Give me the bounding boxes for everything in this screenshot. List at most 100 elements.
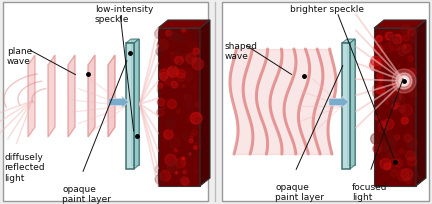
Circle shape: [408, 29, 415, 37]
Circle shape: [168, 68, 176, 76]
Circle shape: [157, 109, 164, 116]
Polygon shape: [374, 29, 416, 186]
Circle shape: [181, 161, 186, 166]
Circle shape: [389, 72, 394, 77]
Circle shape: [394, 135, 400, 140]
Polygon shape: [126, 44, 134, 169]
Circle shape: [186, 54, 197, 65]
Circle shape: [171, 82, 178, 89]
Circle shape: [175, 172, 178, 174]
Polygon shape: [342, 44, 350, 169]
Circle shape: [169, 30, 180, 41]
Circle shape: [192, 58, 196, 62]
Circle shape: [397, 82, 405, 90]
Circle shape: [194, 169, 198, 173]
Circle shape: [380, 159, 391, 170]
Circle shape: [155, 29, 165, 40]
Circle shape: [196, 118, 201, 124]
Circle shape: [183, 179, 190, 186]
Circle shape: [401, 118, 408, 124]
Circle shape: [388, 151, 397, 160]
Circle shape: [157, 99, 165, 106]
FancyBboxPatch shape: [3, 3, 208, 201]
Circle shape: [395, 103, 400, 107]
Polygon shape: [108, 56, 115, 137]
Circle shape: [372, 84, 383, 95]
FancyArrow shape: [109, 97, 129, 108]
Circle shape: [385, 33, 394, 41]
Circle shape: [155, 165, 164, 174]
Circle shape: [407, 69, 416, 78]
Circle shape: [384, 139, 397, 151]
Circle shape: [185, 120, 189, 123]
Circle shape: [168, 100, 176, 109]
Circle shape: [394, 159, 403, 167]
Text: opaque
paint layer: opaque paint layer: [62, 184, 111, 203]
Polygon shape: [350, 40, 355, 169]
Circle shape: [156, 48, 165, 57]
Circle shape: [191, 133, 194, 137]
Circle shape: [178, 63, 182, 68]
Circle shape: [393, 35, 402, 44]
Circle shape: [189, 139, 193, 143]
Circle shape: [164, 76, 174, 85]
Circle shape: [190, 136, 193, 139]
Circle shape: [168, 67, 178, 78]
Circle shape: [383, 146, 388, 151]
Circle shape: [371, 134, 381, 145]
Circle shape: [187, 151, 194, 158]
Circle shape: [404, 134, 412, 142]
FancyBboxPatch shape: [222, 3, 429, 201]
Text: opaque
paint layer: opaque paint layer: [275, 182, 324, 201]
Circle shape: [175, 57, 183, 65]
Circle shape: [172, 66, 174, 69]
Circle shape: [157, 40, 168, 51]
Circle shape: [390, 91, 402, 103]
Circle shape: [182, 85, 185, 88]
Circle shape: [165, 154, 176, 166]
Circle shape: [167, 162, 178, 173]
Circle shape: [381, 89, 387, 95]
Circle shape: [176, 101, 182, 107]
Circle shape: [392, 104, 397, 110]
Circle shape: [175, 48, 184, 56]
Circle shape: [385, 101, 389, 105]
Circle shape: [171, 53, 173, 55]
Polygon shape: [342, 40, 355, 44]
Circle shape: [164, 117, 174, 126]
Polygon shape: [126, 40, 139, 44]
Circle shape: [187, 140, 189, 143]
Circle shape: [397, 47, 407, 56]
Circle shape: [389, 34, 395, 40]
Circle shape: [155, 174, 165, 184]
Circle shape: [164, 130, 173, 139]
Circle shape: [182, 30, 185, 33]
Circle shape: [191, 31, 202, 43]
Circle shape: [398, 84, 400, 86]
Circle shape: [385, 167, 390, 171]
Circle shape: [379, 122, 385, 127]
Circle shape: [192, 59, 203, 70]
Polygon shape: [131, 40, 139, 165]
Circle shape: [187, 64, 190, 67]
Circle shape: [381, 150, 383, 153]
Circle shape: [388, 135, 397, 145]
Circle shape: [193, 49, 200, 55]
Circle shape: [384, 163, 391, 170]
Circle shape: [157, 87, 164, 94]
Circle shape: [195, 102, 200, 108]
Circle shape: [410, 92, 413, 95]
Polygon shape: [374, 21, 426, 29]
Circle shape: [403, 46, 407, 49]
Polygon shape: [347, 40, 355, 165]
Polygon shape: [88, 56, 95, 137]
Circle shape: [398, 106, 406, 113]
Circle shape: [184, 95, 187, 98]
Circle shape: [374, 45, 383, 54]
Circle shape: [376, 60, 382, 66]
Circle shape: [389, 40, 401, 51]
Circle shape: [194, 146, 197, 150]
Circle shape: [159, 73, 168, 81]
Circle shape: [396, 35, 400, 39]
Circle shape: [379, 52, 387, 60]
